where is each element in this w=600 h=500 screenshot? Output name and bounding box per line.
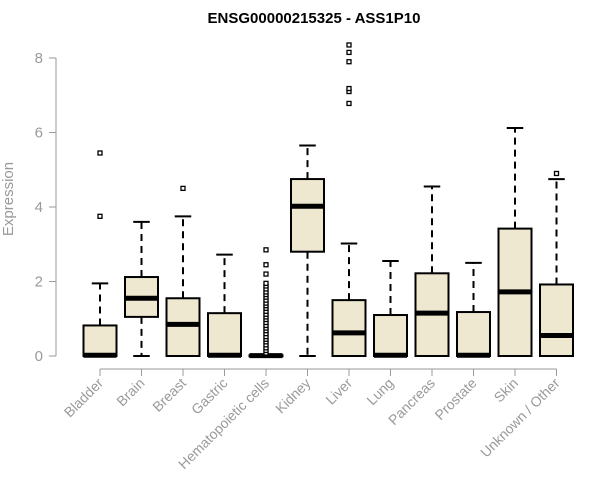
box-rect	[165, 297, 201, 358]
box-unknown-other	[539, 170, 574, 358]
y-tick-label: 6	[35, 125, 43, 142]
outlier-point	[97, 213, 103, 219]
y-tick-label: 8	[35, 50, 43, 67]
box-liver	[331, 42, 367, 357]
box-rect	[539, 283, 574, 358]
outlier-point	[346, 59, 352, 65]
box-rect	[456, 311, 491, 358]
box-rect	[373, 314, 408, 357]
x-tick-label: Liver	[322, 375, 355, 408]
x-tick-label: Skin	[491, 375, 522, 406]
box-series	[82, 42, 574, 359]
x-tick-label: Kidney	[272, 375, 314, 417]
box-kidney	[290, 144, 325, 357]
chart-title: ENSG00000215325 - ASS1P10	[208, 10, 421, 27]
box-bladder	[82, 150, 118, 358]
y-axis: 0 2 4 6 8	[35, 50, 57, 365]
x-tick-label: Lung	[363, 375, 396, 408]
x-tick-label: Breast	[149, 375, 189, 415]
outlier-point	[97, 150, 103, 156]
box-rect	[331, 299, 367, 357]
box-pancreas	[414, 185, 450, 357]
box-rect	[207, 312, 242, 358]
x-tick-label: Prostate	[431, 375, 479, 423]
box-brain	[124, 220, 159, 357]
outlier-point	[346, 49, 352, 56]
outlier-point	[263, 280, 269, 287]
y-tick-label: 2	[35, 274, 43, 291]
x-tick-label: Bladder	[61, 375, 107, 421]
outlier-point	[346, 100, 352, 107]
box-rect	[82, 324, 118, 357]
outlier-point	[263, 271, 269, 277]
box-lung	[373, 260, 408, 358]
outlier-point	[180, 185, 186, 192]
y-tick-label: 4	[35, 199, 43, 216]
box-prostate	[456, 261, 491, 358]
box-rect	[290, 178, 325, 253]
outlier-point	[346, 85, 352, 92]
outlier-point	[346, 42, 352, 48]
box-breast	[165, 185, 201, 358]
box-hematopoietic-cells	[248, 247, 284, 359]
outlier-point	[263, 262, 269, 268]
box-gastric	[207, 253, 242, 358]
y-tick-label: 0	[35, 348, 43, 365]
y-axis-label: Expression	[0, 162, 17, 236]
x-tick-label: Brain	[113, 375, 147, 409]
outlier-point	[553, 170, 560, 177]
outlier-point	[263, 247, 269, 253]
x-tick-label: Unknown / Other	[477, 375, 563, 461]
box-skin	[497, 127, 533, 357]
